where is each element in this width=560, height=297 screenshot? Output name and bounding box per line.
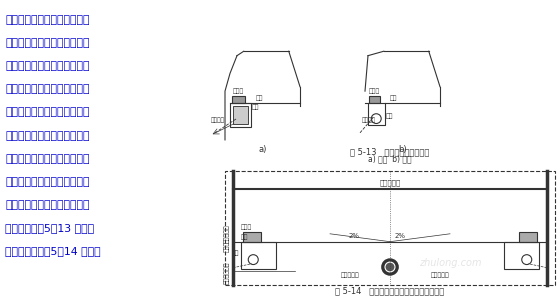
Bar [243,232,261,242]
Text: 暗沟: 暗沟 [252,105,259,110]
Text: 路面: 路面 [241,234,249,240]
Bar [230,103,251,127]
Bar [232,96,245,103]
Text: 水量不大的中、短隧道可不设: 水量不大的中、短隧道可不设 [5,61,90,71]
Text: 横向导水管: 横向导水管 [340,272,360,278]
Text: 防水层: 防水层 [225,241,230,252]
Text: a): a) [258,145,267,154]
Text: 电缆槽: 电缆槽 [233,88,244,94]
Text: 明沟: 明沟 [231,250,239,255]
Circle shape [382,259,398,275]
Text: 明沟: 明沟 [385,113,393,119]
Text: a) 暗沟  b) 明沟: a) 暗沟 b) 明沟 [368,155,412,164]
Bar [225,171,555,285]
Text: 2%: 2% [349,233,360,239]
Text: b): b) [398,145,407,154]
Text: 墙背纵向盲管: 墙背纵向盲管 [225,262,230,284]
Text: 电缆槽: 电缆槽 [241,224,252,230]
Bar [519,232,537,242]
Text: zhulong.com: zhulong.com [419,258,481,268]
Bar [369,96,380,103]
Text: 而路侧边沟的作用主要是排除: 而路侧边沟的作用主要是排除 [5,177,90,187]
Text: 环向导水管: 环向导水管 [225,225,230,243]
Text: 议设置中心水沟，它除了能引: 议设置中心水沟，它除了能引 [5,108,90,117]
Text: 排水暗管: 排水暗管 [211,118,225,123]
Bar [504,242,539,269]
Text: 有效地疏导路面底部的积水。: 有效地疏导路面底部的积水。 [5,154,90,164]
Text: 图 5-14   公路隧道双侧排水沟与中心排水沟: 图 5-14 公路隧道双侧排水沟与中心排水沟 [335,287,445,296]
Text: 中心排水沟如图5－14 所示。: 中心排水沟如图5－14 所示。 [5,246,101,256]
Bar [241,242,276,269]
Bar [233,106,248,124]
Text: 排水暗管: 排水暗管 [362,118,376,123]
Text: 排衬砌背后的地下水外，还可: 排衬砌背后的地下水外，还可 [5,131,90,140]
Text: 路面污水，其形式有明沟与暗: 路面污水，其形式有明沟与暗 [5,200,90,210]
Text: 图 5-13   公路隧道侧边沟形式: 图 5-13 公路隧道侧边沟形式 [351,148,430,157]
Text: 路面: 路面 [390,95,397,101]
Text: 中心排水管: 中心排水管 [431,272,449,278]
Text: 侧、中心式三种形式。除地下: 侧、中心式三种形式。除地下 [5,38,90,48]
Text: 模筑混凝土: 模筑混凝土 [379,180,400,186]
Text: 电缆槽: 电缆槽 [369,88,380,94]
Text: 中心水沟外，一般情况下都建: 中心水沟外，一般情况下都建 [5,84,90,94]
Text: 隧道纵向排水沟，有单侧、双: 隧道纵向排水沟，有单侧、双 [5,15,90,25]
Text: 路面: 路面 [256,95,264,101]
Text: 2%: 2% [395,233,406,239]
Circle shape [385,262,395,272]
Text: 沟两种，如图5－13 所示。: 沟两种，如图5－13 所示。 [5,223,94,233]
